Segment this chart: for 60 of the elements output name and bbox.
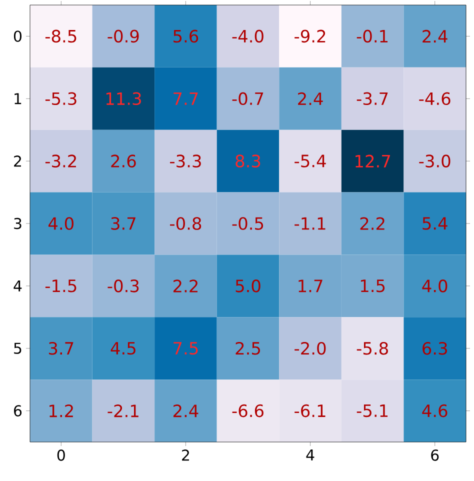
x-tick-label: 4 bbox=[306, 450, 314, 460]
y-tick-label: 3 bbox=[14, 218, 22, 230]
data-label: -4.6 bbox=[419, 92, 450, 106]
data-label: 1.5 bbox=[360, 280, 385, 292]
data-label: 1.2 bbox=[50, 404, 73, 418]
data-label: 2.5 bbox=[236, 342, 260, 355]
data-label: -5.8 bbox=[356, 342, 388, 355]
data-label: -4.0 bbox=[232, 30, 264, 43]
data-label: -5.1 bbox=[356, 404, 388, 418]
data-label: 7.7 bbox=[174, 92, 198, 105]
data-label: 2.4 bbox=[298, 92, 323, 105]
data-label: -0.5 bbox=[232, 217, 264, 230]
y-tick-label: 4 bbox=[14, 280, 22, 292]
data-label: 2.6 bbox=[111, 154, 136, 168]
data-label: 6.3 bbox=[422, 342, 447, 355]
data-label: -9.2 bbox=[294, 30, 326, 43]
data-label: 8.3 bbox=[236, 154, 260, 168]
x-tick-label: 6 bbox=[431, 450, 439, 461]
data-label: 4.0 bbox=[422, 280, 448, 292]
data-label: 3.7 bbox=[111, 217, 136, 230]
data-label: -1.1 bbox=[294, 217, 326, 230]
data-label: -5.3 bbox=[45, 92, 76, 106]
data-label: 4.0 bbox=[48, 217, 74, 230]
y-tick-label: 0 bbox=[14, 30, 22, 42]
x-tick-label: 0 bbox=[57, 450, 65, 461]
data-label: 1.7 bbox=[298, 280, 322, 292]
data-label: 5.4 bbox=[422, 217, 448, 230]
data-label: -0.8 bbox=[170, 217, 202, 230]
data-label: -0.1 bbox=[356, 30, 388, 43]
data-label: -2.1 bbox=[108, 404, 138, 418]
data-label: -3.0 bbox=[419, 154, 450, 168]
data-label: 11.3 bbox=[106, 92, 141, 106]
data-label: 2.4 bbox=[422, 30, 448, 43]
y-tick-label: 1 bbox=[14, 93, 22, 104]
data-label: -3.2 bbox=[45, 154, 76, 168]
data-label: 5.0 bbox=[236, 280, 260, 292]
data-label: -6.1 bbox=[294, 404, 326, 418]
data-label: 7.5 bbox=[174, 342, 198, 355]
data-label: -5.4 bbox=[294, 154, 326, 168]
data-label: 12.7 bbox=[356, 154, 390, 168]
data-label: -2.0 bbox=[294, 342, 326, 355]
data-label: 5.6 bbox=[174, 30, 198, 43]
y-tick-label: 5 bbox=[14, 342, 22, 354]
y-tick-label: 6 bbox=[14, 405, 22, 416]
data-label: -3.3 bbox=[170, 154, 201, 168]
data-label: -1.5 bbox=[45, 280, 76, 292]
data-label: -0.9 bbox=[108, 30, 139, 43]
y-tick-label: 2 bbox=[14, 156, 21, 167]
data-label: 2.4 bbox=[173, 404, 198, 418]
data-label: 2.2 bbox=[360, 217, 384, 230]
data-label: 3.7 bbox=[48, 342, 74, 355]
data-label: -0.3 bbox=[108, 280, 139, 292]
data-label: -8.5 bbox=[45, 30, 76, 43]
data-label: -6.6 bbox=[232, 404, 264, 418]
data-label: 4.5 bbox=[110, 342, 136, 355]
data-label: -0.7 bbox=[232, 92, 264, 106]
x-tick-label: 2 bbox=[182, 450, 189, 461]
data-label: 4.6 bbox=[422, 404, 448, 418]
data-label: -3.7 bbox=[356, 92, 388, 106]
data-label: 2.2 bbox=[173, 280, 198, 292]
